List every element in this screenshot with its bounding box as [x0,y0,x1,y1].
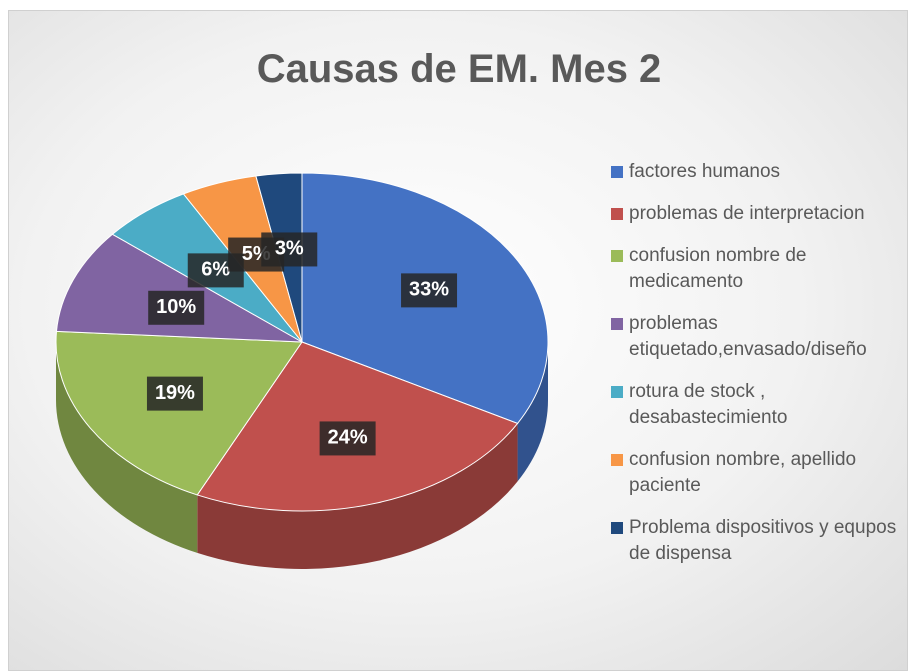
legend-item: confusion nombre de medicamento [611,243,907,295]
data-label: 6% [201,259,230,281]
legend-item: Problema dispositivos y equpos de dispen… [611,515,907,567]
label-box [261,232,318,267]
legend-item: factores humanos [611,159,907,185]
legend-item: problemas etiquetado,envasado/diseño [611,311,907,363]
legend-swatch [611,522,623,534]
legend-label: Problema dispositivos y equpos de dispen… [629,517,897,564]
slice-side [56,342,198,553]
label-box [319,421,376,456]
chart: 33% 24% 19% 10% 6% 5% 3% Causas de EM. Mes 2 f… [8,10,908,671]
legend-item: confusion nombre, apellido paciente [611,447,907,499]
legend-swatch [611,166,623,178]
legend-swatch [611,250,623,262]
legend-label: problemas etiquetado,envasado/diseño [629,313,867,360]
label-box [146,376,203,411]
legend-label: factores humanos [629,161,781,182]
slice-side [197,423,518,569]
chart-title: Causas de EM. Mes 2 [256,47,662,91]
label-box [401,273,458,308]
data-label: 24% [328,427,368,449]
data-label: 3% [275,238,304,260]
label-box [148,290,205,325]
slice-side [517,342,548,482]
legend-swatch [611,386,623,398]
legend-label: rotura de stock , desabastecimiento [629,381,788,428]
legend-item: problemas de interpretacion [611,201,907,227]
legend-swatch [611,208,623,220]
legend: factores humanos problemas de interpretac… [611,159,907,583]
legend-label: problemas de interpretacion [629,203,865,224]
legend-swatch [611,454,623,466]
slice [55,233,303,343]
legend-label: confusion nombre, apellido paciente [629,449,857,496]
legend-label: confusion nombre de medicamento [629,245,807,292]
legend-swatch [611,318,623,330]
data-label: 33% [409,279,449,301]
legend-item: rotura de stock , desabastecimiento [611,379,907,431]
data-label: 10% [156,296,196,318]
data-label: 19% [155,382,195,404]
pie-area: 33%24%19%10%6%5% 3% [55,172,549,569]
slice [55,330,303,496]
